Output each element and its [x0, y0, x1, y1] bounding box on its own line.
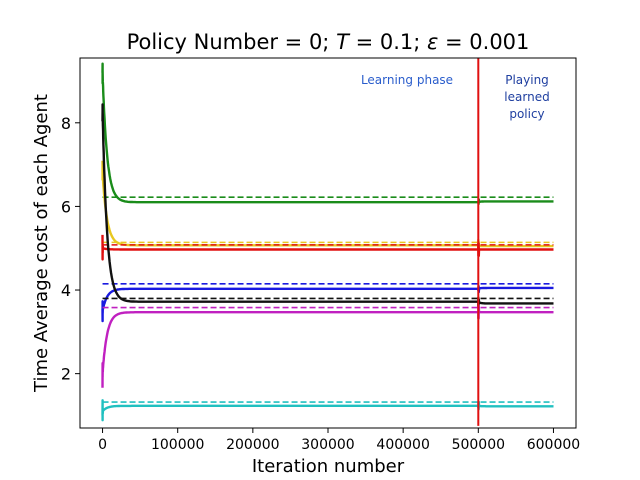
y-tick-label: 8: [61, 114, 71, 133]
annotation-policy: policy: [509, 107, 544, 121]
annotation-playing: Playing: [505, 73, 549, 87]
series-line: [101, 399, 554, 422]
y-axis-label: Time Average cost of each Agent: [31, 94, 52, 393]
series-line: [101, 304, 554, 388]
y-tick-label: 4: [61, 281, 71, 300]
series-line: [101, 160, 554, 252]
chart-title: Policy Number = 0; T = 0.1; ε = 0.001: [127, 30, 530, 54]
x-tick-label: 400000: [376, 437, 429, 453]
x-tick-label: 0: [98, 437, 107, 453]
series-line: [101, 62, 554, 206]
tick-layer: 0 100000 200000 300000 400000 500000 600000 2 4 6…: [61, 114, 580, 453]
y-tick-label: 6: [61, 197, 71, 216]
x-axis-label: Iteration number: [252, 456, 405, 477]
x-tick-label: 100000: [151, 437, 204, 453]
x-tick-label: 600000: [527, 437, 580, 453]
annotation-learning-phase: Learning phase: [361, 73, 453, 87]
x-tick-label: 500000: [452, 437, 505, 453]
series-line: [101, 103, 554, 308]
series-layer: [101, 58, 554, 426]
x-tick-label: 300000: [301, 437, 354, 453]
y-tick-label: 2: [61, 365, 71, 384]
x-tick-label: 200000: [226, 437, 279, 453]
annotation-learned: learned: [504, 90, 549, 104]
